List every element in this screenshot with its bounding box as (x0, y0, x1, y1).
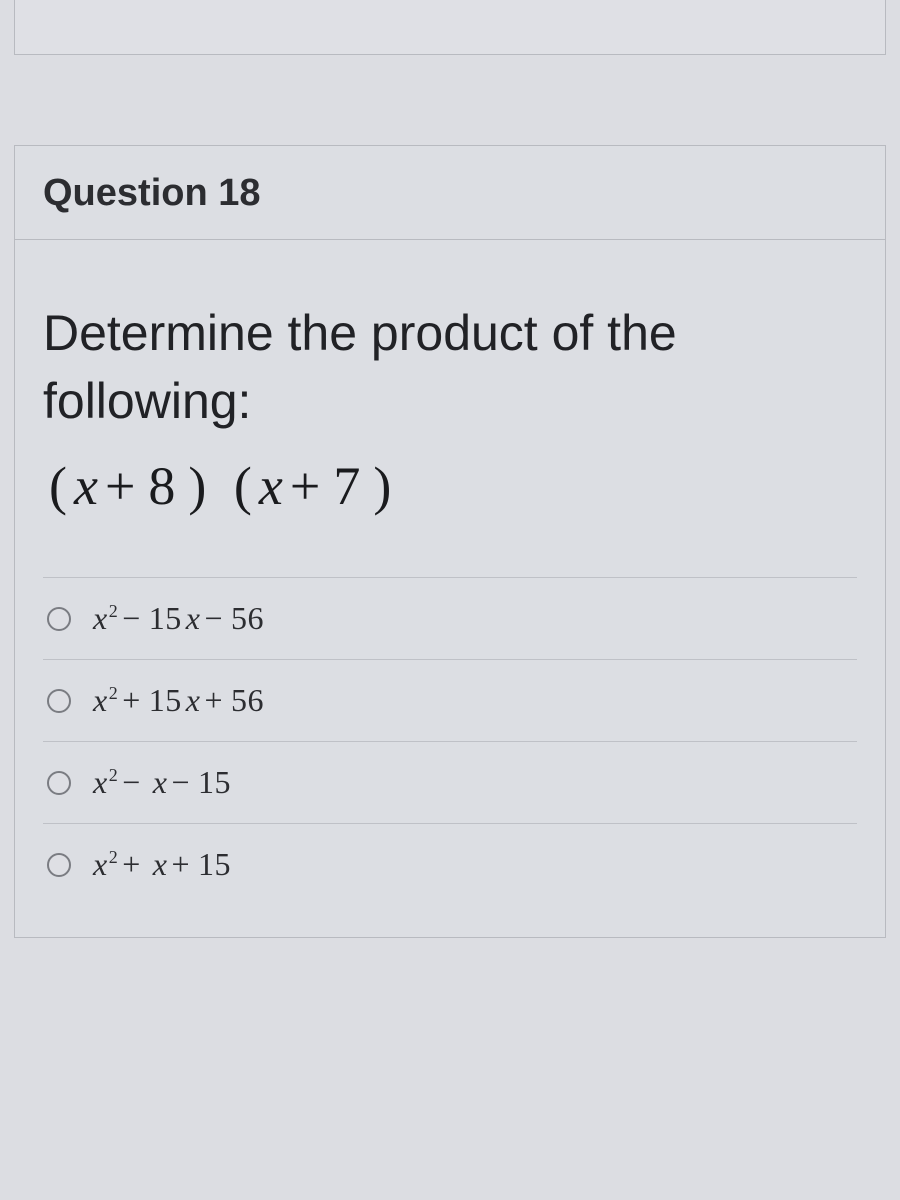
answer-choice[interactable]: x2−15x−56 (43, 577, 857, 659)
radio-icon[interactable] (47, 853, 71, 877)
radio-icon[interactable] (47, 689, 71, 713)
question-number-label: Question 18 (43, 172, 261, 214)
answer-choice-list: x2−15x−56 x2+15x+56 x2−x−15 (43, 577, 857, 909)
answer-choice[interactable]: x2+x+15 (43, 823, 857, 909)
answer-choice-label: x2−15x−56 (93, 600, 268, 637)
answer-choice[interactable]: x2−x−15 (43, 741, 857, 823)
answer-choice-label: x2+x+15 (93, 846, 235, 883)
question-header: Question 18 (15, 146, 885, 240)
question-expression: (x+8) (x+7) (43, 455, 857, 517)
radio-icon[interactable] (47, 607, 71, 631)
question-prompt: Determine the product of the following: (43, 300, 857, 435)
answer-choice-label: x2−x−15 (93, 764, 235, 801)
previous-card-strip (14, 0, 886, 55)
page: Question 18 Determine the product of the… (0, 0, 900, 1200)
answer-choice[interactable]: x2+15x+56 (43, 659, 857, 741)
question-body: Determine the product of the following: … (15, 240, 885, 937)
question-card: Question 18 Determine the product of the… (14, 145, 886, 938)
answer-choice-label: x2+15x+56 (93, 682, 268, 719)
radio-icon[interactable] (47, 771, 71, 795)
